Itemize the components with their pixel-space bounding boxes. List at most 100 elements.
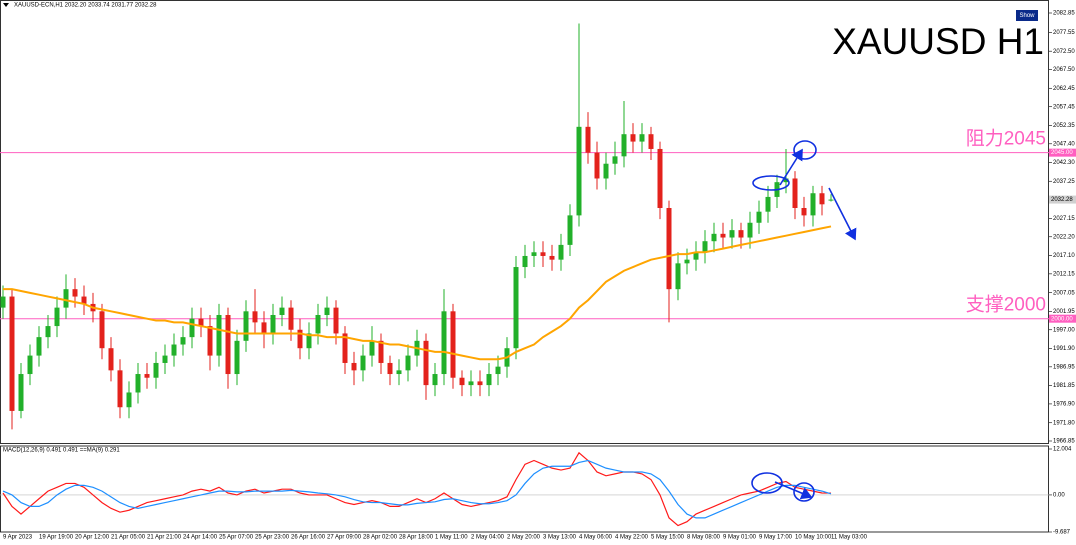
show-button-label[interactable]: Show <box>1019 13 1035 19</box>
y-tick-label: 2052.35 <box>1053 123 1075 129</box>
candle-body <box>558 244 564 260</box>
candle-body <box>189 318 195 338</box>
candle-body <box>432 374 438 386</box>
candle-body <box>675 263 681 290</box>
candle-body <box>747 222 753 238</box>
candle-body <box>810 193 816 216</box>
candle-body <box>612 156 618 164</box>
candle-body <box>828 199 834 201</box>
candle-body <box>252 311 258 323</box>
x-tick-label: 9 May 17:00 <box>759 535 793 541</box>
y-tick-label: 2082.85 <box>1053 11 1075 17</box>
candle-body <box>549 255 555 260</box>
candle-body <box>72 289 78 297</box>
candle-body <box>225 314 231 375</box>
candle-body <box>594 152 600 179</box>
candle-body <box>36 337 42 356</box>
x-tick-label: 25 Apr 07:00 <box>219 535 254 541</box>
annotations <box>751 140 857 502</box>
candle-body <box>477 381 483 386</box>
x-tick-label: 20 Apr 12:00 <box>75 535 110 541</box>
candle-body <box>369 340 375 356</box>
candle-body <box>585 126 591 153</box>
y-tick-label: 1971.80 <box>1053 420 1075 426</box>
y-tick-label: 2047.40 <box>1053 141 1075 147</box>
candle-body <box>540 252 546 256</box>
candle-body <box>243 311 249 341</box>
level-annotation: 阻力2045 <box>966 128 1046 150</box>
y-tick-label: 2037.25 <box>1053 179 1075 185</box>
candle-body <box>522 255 528 268</box>
x-tick-label: 21 Apr 21:00 <box>147 535 182 541</box>
x-tick-label: 2 May 20:00 <box>507 535 541 541</box>
candle-body <box>486 374 492 386</box>
candle-body <box>54 307 60 327</box>
y-tick-label: 2022.20 <box>1053 234 1075 240</box>
candle-body <box>441 311 447 375</box>
candle-body <box>9 296 15 411</box>
candle-body <box>396 370 402 375</box>
candle-body <box>288 307 294 330</box>
x-tick-label: 9 Apr 2023 <box>3 535 33 541</box>
y-tick-label: 2062.45 <box>1053 86 1075 92</box>
candle-body <box>720 233 726 238</box>
candle-body <box>324 307 330 315</box>
candle-body <box>279 307 285 315</box>
candle-body <box>144 374 150 378</box>
candle-body <box>180 337 186 345</box>
y-tick-label: 2067.50 <box>1053 67 1075 73</box>
candle-body <box>801 207 807 216</box>
candle-body <box>621 134 627 157</box>
chart-title: XAUUSD H1 <box>832 21 1044 62</box>
moving-average <box>3 225 832 361</box>
macd-legend: MACD(12,26,9) 0.491 0.491 ==MA(9) 0.291 <box>3 448 120 454</box>
x-tick-label: 19 Apr 19:00 <box>39 535 74 541</box>
y-tick-label: 2077.55 <box>1053 30 1075 36</box>
y-tick-label: 2042.30 <box>1053 160 1075 166</box>
macd-frame <box>0 445 1049 533</box>
candle-body <box>423 340 429 386</box>
candle-body <box>234 340 240 375</box>
candle-body <box>657 148 663 208</box>
candle-body <box>315 314 321 334</box>
x-tick-label: 2 May 04:00 <box>471 535 505 541</box>
header: XAUUSD-ECN,H1 2032.20 2033.74 2031.77 20… <box>14 3 157 9</box>
x-tick-label: 28 Apr 02:00 <box>363 535 398 541</box>
x-tick-label: 26 Apr 16:00 <box>291 535 326 541</box>
candle-body <box>576 126 582 216</box>
x-tick-label: 24 Apr 14:00 <box>183 535 218 541</box>
candle-body <box>693 252 699 260</box>
price-tag <box>1049 195 1076 204</box>
candle-body <box>459 377 465 386</box>
candle-body <box>666 207 672 290</box>
candle-body <box>153 362 159 378</box>
candle-body <box>792 178 798 208</box>
level-tag <box>1049 148 1076 157</box>
x-tick-label: 4 May 22:00 <box>615 535 649 541</box>
candle-body <box>648 134 654 149</box>
y-tick-label: 2057.45 <box>1053 104 1075 110</box>
x-tick-label: 1 May 11:00 <box>435 535 468 541</box>
y-tick-label: 1966.85 <box>1053 439 1075 445</box>
candle-body <box>513 267 519 349</box>
candle-body <box>756 211 762 223</box>
x-tick-label: 28 Apr 18:00 <box>399 535 434 541</box>
x-tick-label: 5 May 15:00 <box>651 535 685 541</box>
candle-body <box>207 326 213 356</box>
candle-body <box>333 307 339 334</box>
candle-body <box>711 233 717 242</box>
level-tag <box>1049 314 1076 323</box>
y-tick-label: 2072.50 <box>1053 49 1075 55</box>
candle-body <box>342 333 348 363</box>
x-tick-label: 9 May 01:00 <box>723 535 757 541</box>
show-button[interactable] <box>1016 10 1038 21</box>
y-tick-label: 1976.90 <box>1053 401 1075 407</box>
candle-body <box>360 355 366 371</box>
y-tick-label: 2001.95 <box>1053 309 1075 315</box>
candle-body <box>351 362 357 371</box>
candle-body <box>27 355 33 375</box>
candle-body <box>405 355 411 371</box>
candle-body <box>306 333 312 349</box>
annotation-circle <box>793 482 815 502</box>
candle-body <box>702 241 708 253</box>
